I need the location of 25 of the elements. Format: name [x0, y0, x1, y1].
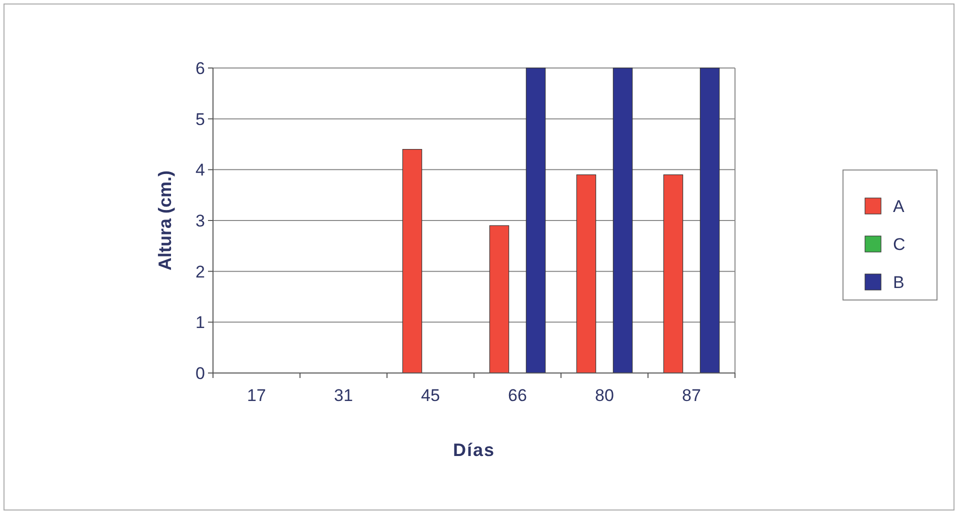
y-tick-label: 5: [196, 110, 205, 129]
bar: [526, 68, 546, 374]
x-tick-label: 80: [595, 386, 614, 405]
bar: [612, 68, 633, 374]
x-axis-title: Días: [452, 440, 496, 460]
y-tick-label: 0: [196, 364, 205, 383]
legend-label: B: [893, 272, 904, 292]
bar: [700, 68, 720, 374]
y-tick-label: 2: [196, 262, 205, 282]
y-tick-label: 6: [196, 58, 205, 78]
y-tick-label: 3: [196, 211, 205, 230]
y-tick-label: 4: [196, 160, 205, 180]
y-axis-title: Altura (cm.): [155, 170, 175, 271]
bar: [402, 149, 422, 374]
x-tick-label: 87: [682, 386, 701, 405]
legend-label: A: [893, 196, 905, 216]
x-tick-label: 45: [421, 386, 440, 405]
legend-label: C: [893, 234, 906, 254]
x-tick-label: 66: [508, 386, 527, 405]
bar: [489, 225, 510, 374]
bar: [663, 174, 684, 374]
x-tick-label: 31: [334, 386, 353, 405]
y-tick-label: 1: [196, 313, 205, 332]
bar: [576, 174, 596, 374]
x-tick-label: 17: [247, 386, 266, 405]
